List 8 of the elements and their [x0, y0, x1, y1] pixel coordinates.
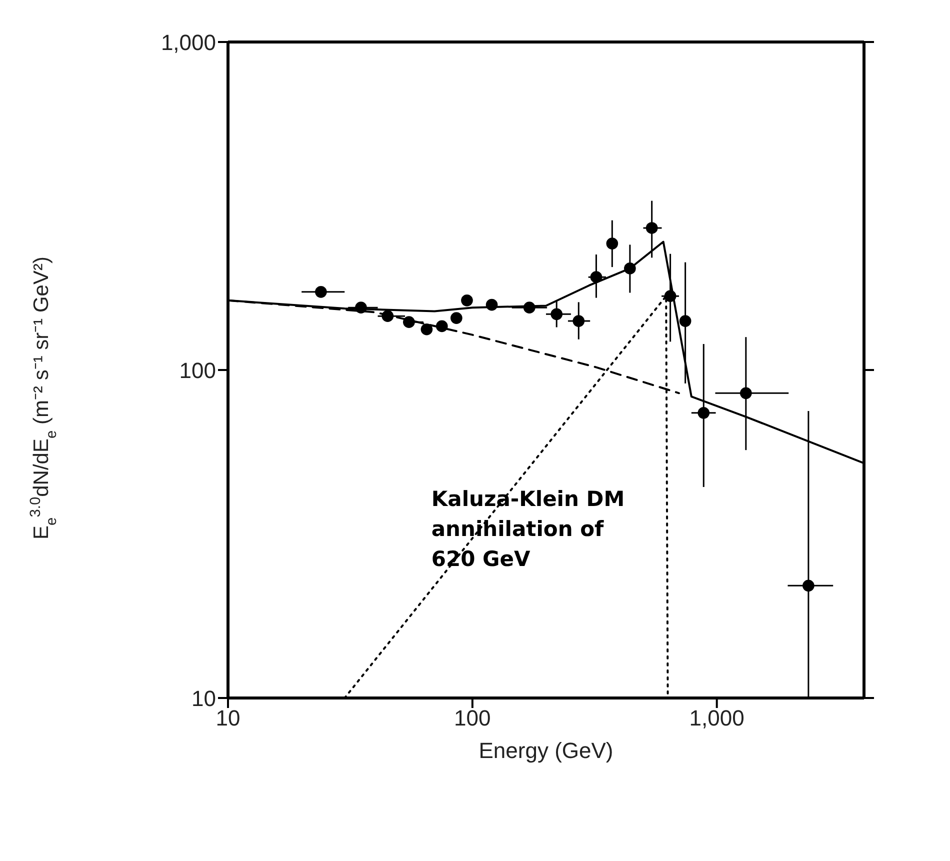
- y-tick-label: 100: [179, 358, 216, 383]
- y-tick-label: 10: [192, 686, 216, 711]
- x-axis-title: Energy (GeV): [478, 738, 614, 763]
- y-tick-label: 1,000: [160, 30, 216, 55]
- x-tick-label: 10: [216, 706, 240, 731]
- x-tick-label: 100: [454, 706, 491, 731]
- x-tick-label: 1,000: [689, 706, 744, 731]
- annotation: Kaluza-Klein DM annihilation of 620 GeV: [431, 486, 625, 574]
